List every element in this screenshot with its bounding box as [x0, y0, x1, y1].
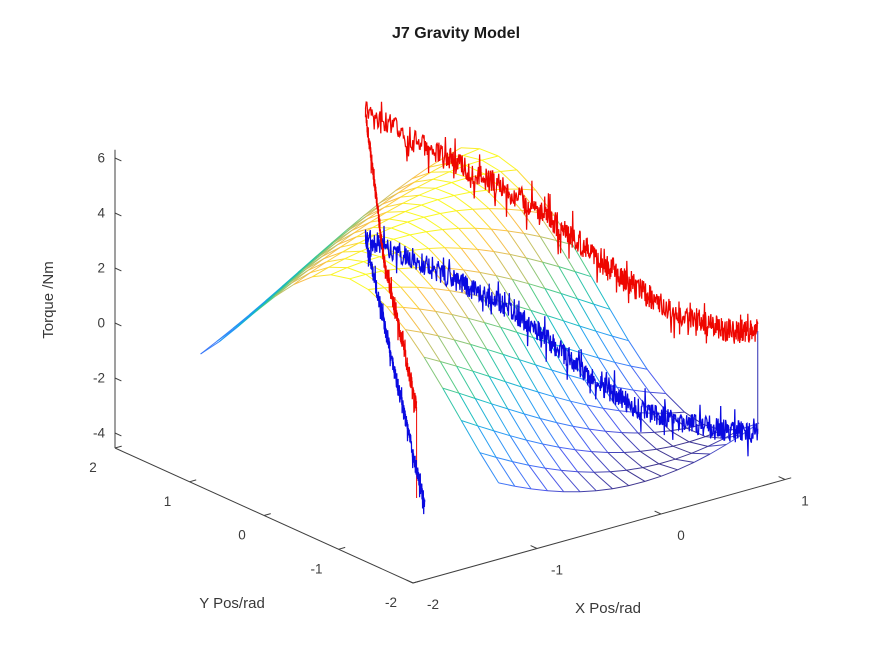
z-tick-label: -4 [93, 426, 105, 441]
x-tick-label: 0 [677, 528, 685, 543]
y-tick-label: 1 [164, 494, 172, 509]
plot-title: J7 Gravity Model [392, 25, 520, 42]
measured-torque-compensated-return-branch [364, 231, 426, 515]
x-axis-label: X Pos/rad [575, 600, 641, 617]
z-tick-label: 2 [97, 261, 105, 276]
measured-torque-compensated-main-sweep [364, 225, 759, 457]
y-tick-label: -1 [310, 561, 322, 576]
y-tick-label: 0 [238, 528, 246, 543]
z-tick-label: 6 [97, 151, 105, 166]
x-tick-label: -1 [551, 563, 563, 578]
tick-labels: -2 -1 0 1 2 1 0 -1 -2 6 4 2 0 -2 -4 [89, 151, 809, 613]
y-tick-label: -2 [385, 595, 397, 610]
x-tick-label: 1 [801, 494, 809, 509]
x-tick-label: -2 [427, 597, 439, 612]
measured-trajectories [364, 101, 759, 515]
z-tick-label: -2 [93, 371, 105, 386]
y-axis-label: Y Pos/rad [199, 595, 265, 612]
measured-torque-raw-main-sweep [364, 101, 759, 344]
y-tick-label: 2 [89, 460, 97, 475]
z-tick-label: 0 [97, 316, 105, 331]
measured-torque-raw-return-branch [364, 107, 418, 413]
axes-group [114, 149, 792, 584]
trajectory-connectors [416, 331, 759, 498]
z-axis-label: Torque /Nm [40, 261, 57, 339]
z-tick-label: 4 [97, 206, 105, 221]
